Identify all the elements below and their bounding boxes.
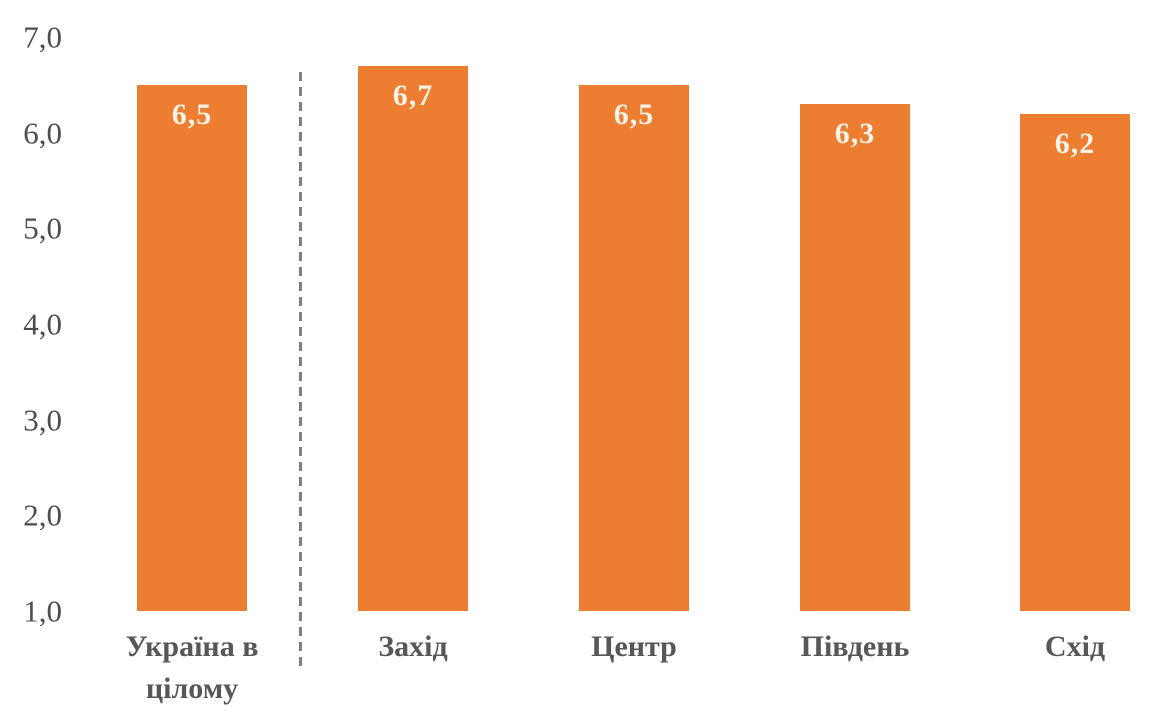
y-tick-label: 5,0 — [23, 210, 62, 246]
separator-dashed-line — [299, 72, 302, 670]
bar: 6,5 — [579, 84, 689, 611]
category-label: Україна в цілому — [125, 630, 259, 705]
category-label: Захід — [378, 630, 448, 663]
bar-value-label: 6,5 — [613, 97, 655, 131]
bar: 6,7 — [358, 65, 468, 611]
bar-value-label: 6,3 — [834, 116, 876, 150]
y-tick-label: 2,0 — [23, 497, 62, 533]
y-tick-label: 6,0 — [23, 115, 62, 151]
bar-value-label: 6,2 — [1054, 126, 1096, 160]
category-label: Схід — [1044, 630, 1106, 663]
bar-value-label: 6,7 — [392, 78, 434, 112]
bar: 6,5 — [137, 84, 247, 611]
y-tick-label: 1,0 — [23, 593, 62, 629]
y-tick-label: 3,0 — [23, 402, 62, 438]
category-label: Південь — [800, 630, 910, 663]
bar-value-label: 6,5 — [171, 97, 213, 131]
y-tick-label: 7,0 — [23, 19, 62, 55]
category-label: Центр — [591, 630, 677, 663]
bar: 6,2 — [1020, 113, 1130, 611]
y-tick-label: 4,0 — [23, 306, 62, 342]
bar: 6,3 — [800, 103, 910, 611]
